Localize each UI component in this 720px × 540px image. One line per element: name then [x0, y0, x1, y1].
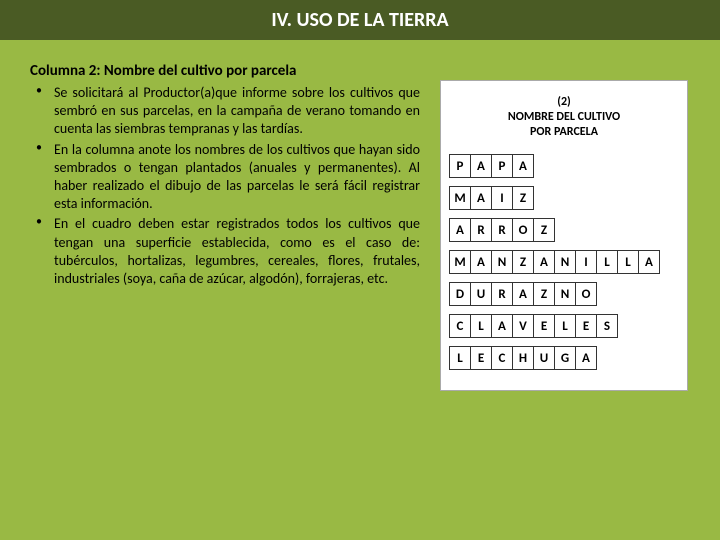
letter-cell: C [449, 314, 471, 338]
blank-cell [575, 186, 597, 210]
blank-cell [617, 314, 639, 338]
word-row: MAIZ [449, 186, 679, 210]
letter-cell: R [491, 282, 513, 306]
letter-cell: A [512, 154, 534, 178]
blank-cell [638, 314, 660, 338]
content-area: Columna 2: Nombre del cultivo por parcel… [0, 40, 720, 411]
letter-cell: Z [533, 282, 555, 306]
word-row: LECHUGA [449, 346, 679, 370]
letter-cell: U [533, 346, 555, 370]
blank-cell [617, 154, 639, 178]
bullet-item: En el cuadro deben estar registrados tod… [30, 215, 420, 288]
blank-cell [638, 186, 660, 210]
letter-cell: N [554, 282, 576, 306]
letter-cell: L [449, 346, 471, 370]
letter-cell: U [470, 282, 492, 306]
letter-cell: L [617, 250, 639, 274]
letter-cell: M [449, 250, 471, 274]
letter-cell: A [575, 346, 597, 370]
letter-cell: L [470, 314, 492, 338]
crop-table-panel: (2) NOMBRE DEL CULTIVO POR PARCELA PAPAM… [440, 80, 688, 391]
letter-cell: E [470, 346, 492, 370]
letter-cell: A [638, 250, 660, 274]
blank-cell [533, 154, 555, 178]
letter-cell: Z [512, 186, 534, 210]
letter-cell: P [491, 154, 513, 178]
letter-cell: L [596, 250, 618, 274]
letter-cell: P [449, 154, 471, 178]
bullet-item: Se solicitará al Productor(a)que informe… [30, 84, 420, 139]
word-row: CLAVELES [449, 314, 679, 338]
letter-cell: I [491, 186, 513, 210]
table-header-line1: NOMBRE DEL CULTIVO [508, 110, 620, 124]
page-title: IV. USO DE LA TIERRA [271, 8, 448, 32]
bullet-list: Se solicitará al Productor(a)que informe… [30, 84, 420, 288]
blank-cell [575, 154, 597, 178]
letter-cell: A [470, 154, 492, 178]
blank-cell [554, 186, 576, 210]
letter-cell: A [491, 314, 513, 338]
word-row: ARROZ [449, 218, 679, 242]
letter-cell: V [512, 314, 534, 338]
letter-cell: A [533, 250, 555, 274]
letter-cell: I [575, 250, 597, 274]
blank-cell [596, 346, 618, 370]
letter-cell: D [449, 282, 471, 306]
word-row: DURAZNO [449, 282, 679, 306]
blank-cell [638, 218, 660, 242]
letter-cell: O [512, 218, 534, 242]
letter-cell: N [491, 250, 513, 274]
letter-cell: E [575, 314, 597, 338]
letter-cell: A [470, 250, 492, 274]
blank-cell [596, 282, 618, 306]
blank-cell [533, 186, 555, 210]
blank-cell [596, 218, 618, 242]
letter-cell: L [554, 314, 576, 338]
blank-cell [596, 186, 618, 210]
letter-cell: G [554, 346, 576, 370]
blank-cell [554, 154, 576, 178]
blank-cell [617, 218, 639, 242]
letter-cell: N [554, 250, 576, 274]
letter-cell: S [596, 314, 618, 338]
blank-cell [638, 154, 660, 178]
letter-cell: A [449, 218, 471, 242]
table-header-line2: POR PARCELA [530, 125, 598, 139]
blank-cell [617, 282, 639, 306]
letter-cell: H [512, 346, 534, 370]
bullet-item: En la columna anote los nombres de los c… [30, 141, 420, 214]
word-row: MANZANILLA [449, 250, 679, 274]
letter-cell: M [449, 186, 471, 210]
word-grid: PAPAMAIZARROZMANZANILLADURAZNOCLAVELESLE… [449, 154, 679, 370]
blank-cell [617, 186, 639, 210]
letter-cell: Z [512, 250, 534, 274]
letter-cell: R [470, 218, 492, 242]
blank-cell [638, 282, 660, 306]
blank-cell [596, 154, 618, 178]
table-header: (2) NOMBRE DEL CULTIVO POR PARCELA [449, 89, 679, 154]
title-bar: IV. USO DE LA TIERRA [0, 0, 720, 40]
blank-cell [554, 218, 576, 242]
table-header-number: (2) [557, 95, 571, 109]
letter-cell: C [491, 346, 513, 370]
letter-cell: A [470, 186, 492, 210]
letter-cell: Z [533, 218, 555, 242]
blank-cell [638, 346, 660, 370]
word-row: PAPA [449, 154, 679, 178]
subtitle: Columna 2: Nombre del cultivo por parcel… [30, 62, 420, 80]
letter-cell: R [491, 218, 513, 242]
blank-cell [575, 218, 597, 242]
text-column: Columna 2: Nombre del cultivo por parcel… [30, 62, 420, 391]
letter-cell: O [575, 282, 597, 306]
blank-cell [617, 346, 639, 370]
letter-cell: A [512, 282, 534, 306]
letter-cell: E [533, 314, 555, 338]
